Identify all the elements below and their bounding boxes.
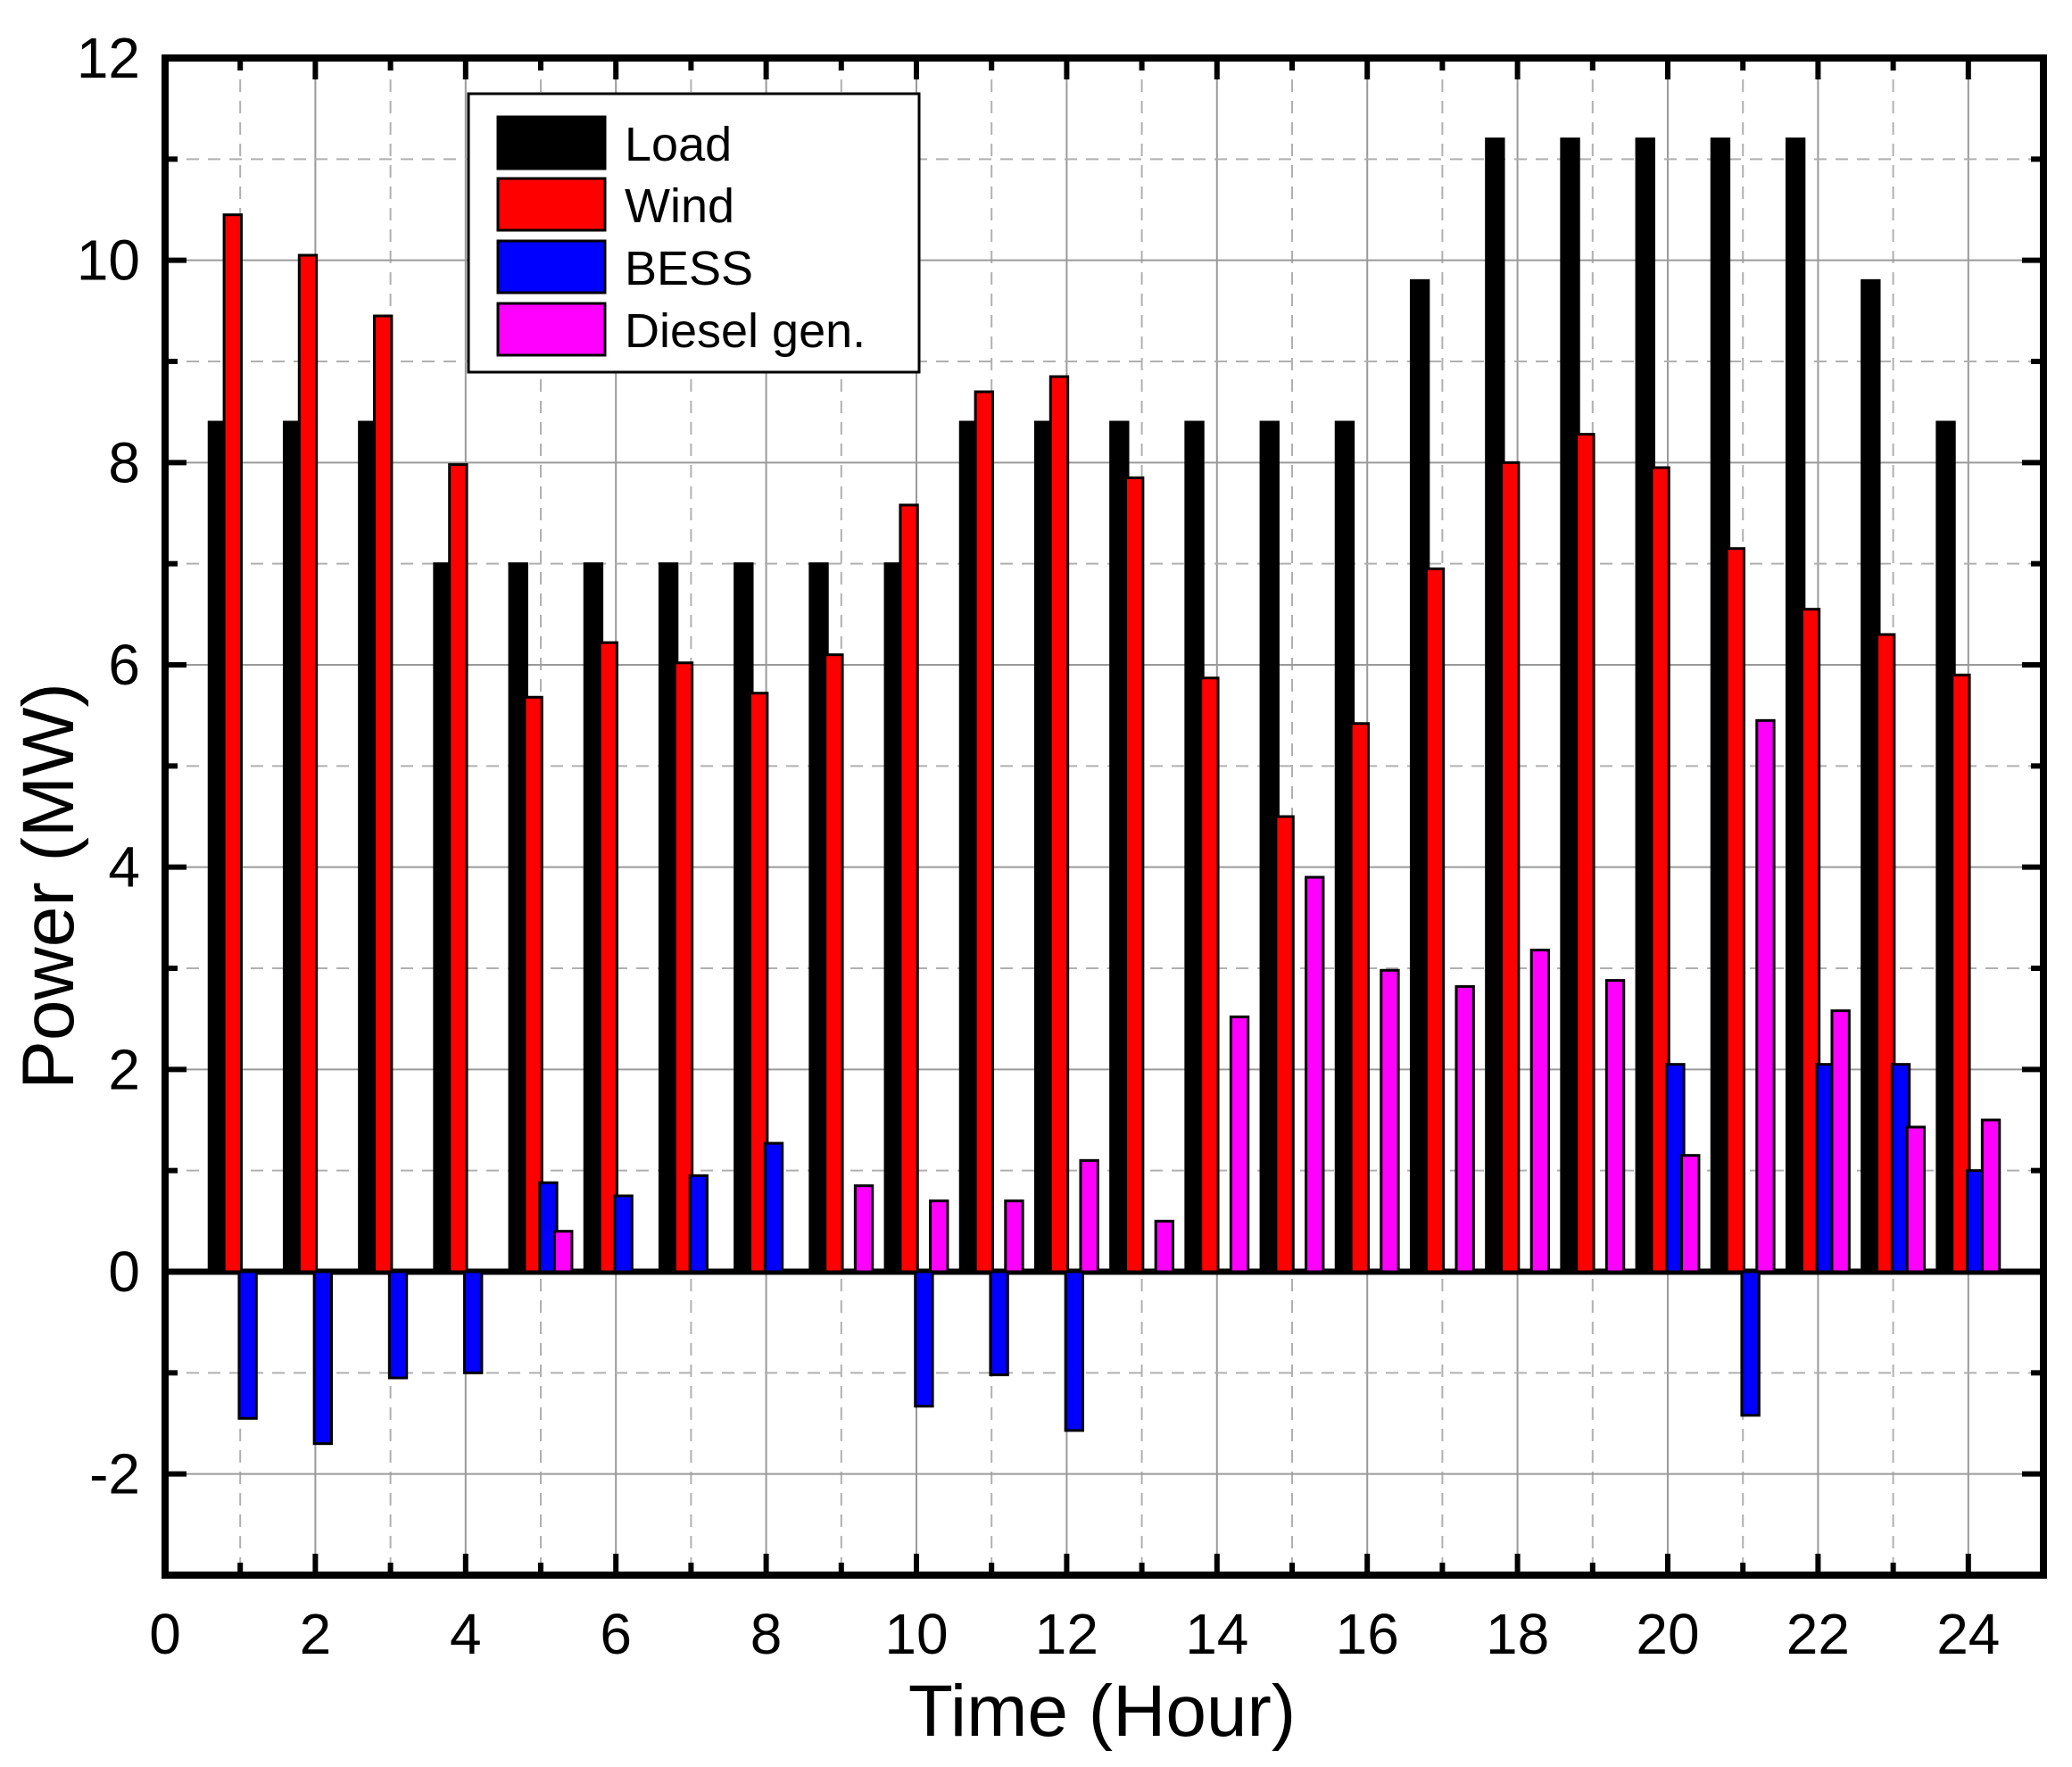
y-tick-label: 0 [108,1240,140,1304]
bar-wind-hour-18 [1499,460,1521,1273]
legend-item-diesel: Diesel gen. [496,302,866,358]
bar-wind-hour-4 [448,463,468,1273]
bar-diesel-gen-hour-12 [1079,1158,1099,1273]
x-tick-label: 24 [1936,1602,2000,1666]
bar-wind-hour-8 [748,692,769,1273]
bar-wind-hour-16 [1349,722,1370,1273]
bar-bess-hour-8 [763,1141,784,1273]
y-tick-label: 4 [108,835,140,900]
bar-wind-hour-12 [1048,375,1070,1273]
bar-wind-hour-9 [824,653,844,1273]
bar-wind-hour-24 [1951,673,1971,1273]
x-tick-label: 22 [1786,1602,1850,1666]
x-tick-label: 10 [884,1602,948,1666]
bar-diesel-gen-hour-24 [1980,1118,2002,1273]
bar-wind-hour-3 [372,314,394,1273]
x-tick-label: 6 [600,1602,632,1666]
axis-ticks [165,58,2043,1575]
y-tick-label: 12 [77,26,140,90]
bar-wind-hour-6 [598,641,618,1273]
bar-wind-hour-21 [1725,547,1745,1273]
x-tick-label: 8 [750,1602,783,1666]
legend-label-diesel: Diesel gen. [625,304,866,358]
legend: Load Wind BESS Diesel gen. [467,92,921,374]
x-tick-label: 0 [149,1602,181,1666]
bar-wind-hour-20 [1650,466,1670,1273]
x-tick-label: 20 [1636,1602,1699,1666]
bar-wind-hour-22 [1800,608,1821,1273]
bar-diesel-gen-hour-17 [1455,984,1475,1273]
y-tick-label: -2 [89,1442,140,1506]
bar-wind-hour-14 [1199,676,1220,1273]
bar-diesel-gen-hour-11 [1004,1199,1024,1273]
bar-wind-hour-5 [523,695,543,1273]
bar-wind-hour-10 [899,503,919,1273]
bar-bess-hour-3 [387,1270,409,1380]
legend-swatch-wind [496,177,607,232]
bar-diesel-gen-hour-14 [1229,1015,1250,1273]
x-tick-label: 18 [1486,1602,1549,1666]
legend-swatch-bess [496,239,607,294]
bar-diesel-gen-hour-21 [1755,718,1776,1273]
bar-wind-hour-13 [1123,476,1145,1273]
bar-diesel-gen-hour-19 [1604,979,1626,1273]
legend-label-wind: Wind [625,179,734,233]
bar-diesel-gen-hour-16 [1380,968,1400,1273]
bar-diesel-gen-hour-22 [1830,1009,1851,1273]
bar-wind-hour-7 [673,661,694,1273]
x-axis-title: Time (Hour) [908,1671,1296,1752]
y-tick-label: 6 [108,633,140,697]
legend-label-bess: BESS [625,242,753,295]
bar-diesel-gen-hour-23 [1905,1125,1927,1273]
bar-diesel-gen-hour-5 [553,1230,574,1273]
bar-bess-hour-6 [613,1194,634,1273]
bar-diesel-gen-hour-10 [929,1199,949,1273]
x-tick-label: 16 [1336,1602,1399,1666]
bar-wind-hour-15 [1274,815,1295,1273]
bar-wind-hour-11 [974,390,994,1273]
bar-wind-hour-19 [1575,433,1595,1273]
plot-frame [162,54,2047,1579]
bar-diesel-gen-hour-9 [853,1184,874,1273]
bar-bess-hour-5 [538,1181,559,1273]
legend-swatch-diesel [496,302,607,357]
y-tick-label: 8 [108,430,140,494]
legend-item-load: Load [496,115,732,171]
bar-bess-hour-1 [237,1270,258,1420]
x-tick-label: 4 [450,1602,482,1666]
bar-bess-hour-7 [688,1174,709,1273]
x-tick-label: 2 [300,1602,332,1666]
bar-wind-hour-2 [297,253,319,1273]
legend-label-load: Load [625,118,732,171]
bar-wind-hour-17 [1424,567,1446,1273]
legend-swatch-load [496,115,607,170]
x-tick-label: 12 [1035,1602,1098,1666]
bar-diesel-gen-hour-18 [1529,949,1551,1273]
bar-wind-hour-1 [222,213,243,1273]
bar-bess-hour-10 [914,1270,934,1408]
bar-diesel-gen-hour-13 [1154,1219,1175,1273]
bar-bess-hour-2 [312,1270,334,1446]
y-axis-title: Power (MW) [8,683,89,1090]
legend-item-wind: Wind [496,177,734,233]
bar-diesel-gen-hour-20 [1680,1154,1701,1273]
x-tick-label: 14 [1185,1602,1248,1666]
bar-diesel-gen-hour-15 [1305,875,1325,1273]
bar-bess-hour-11 [989,1270,1009,1377]
bar-bess-hour-4 [463,1270,484,1374]
bar-bess-hour-12 [1064,1270,1085,1432]
legend-item-bess: BESS [496,239,753,295]
bar-bess-hour-21 [1740,1270,1761,1417]
plot-frame-layer [162,54,2047,1579]
bar-wind-hour-23 [1875,633,1896,1273]
y-tick-label: 2 [108,1037,140,1101]
y-tick-label: 10 [77,228,140,293]
bars [207,137,2002,1446]
